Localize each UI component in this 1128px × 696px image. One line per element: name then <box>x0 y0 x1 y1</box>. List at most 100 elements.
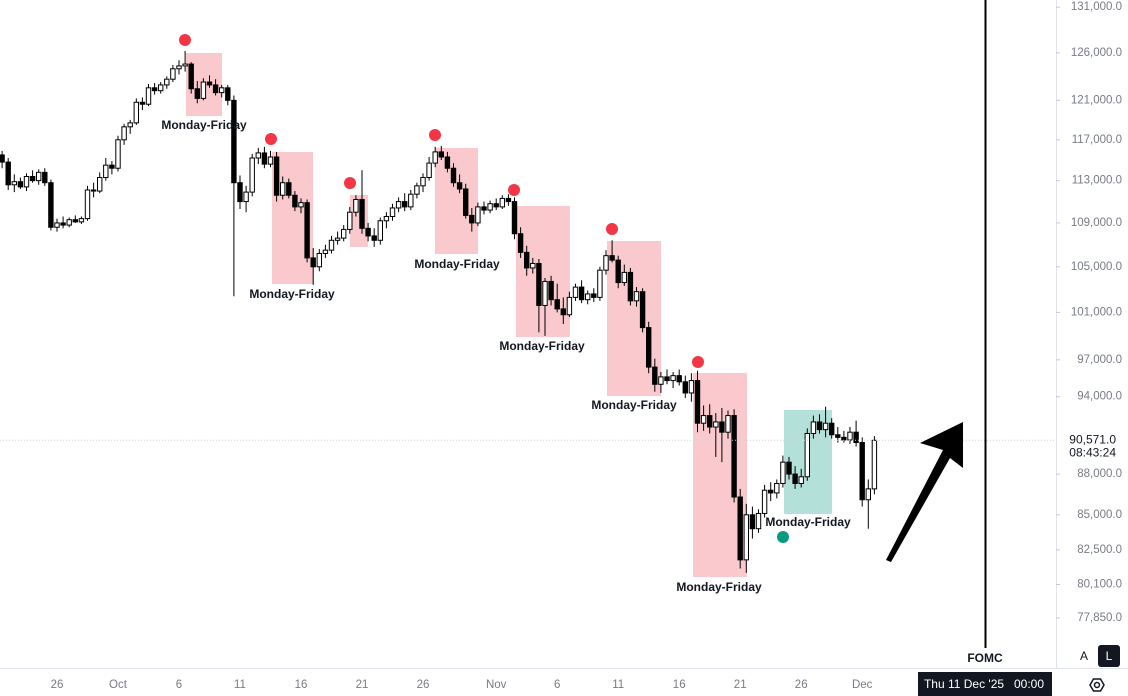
y-tick-label: 94,000.0 <box>1077 391 1122 403</box>
y-tick-label: 113,000.0 <box>1072 175 1122 187</box>
candle-body <box>639 291 646 329</box>
candle-body <box>810 421 817 434</box>
candle-body <box>798 476 804 484</box>
x-tick-label: Oct <box>109 679 128 691</box>
candle-body <box>23 175 30 188</box>
candle-body <box>90 189 97 192</box>
annotation-label: Monday-Friday <box>414 257 500 271</box>
candle-body <box>475 206 481 224</box>
price-axis: 131,000.0 126,000.0 121,000.0 117,000.0 113,… <box>1056 1 1122 624</box>
candle-body <box>298 202 304 208</box>
candle-body <box>633 291 640 302</box>
candle-body <box>487 203 493 211</box>
x-tick-label: 6 <box>176 679 182 691</box>
candle-body <box>365 227 371 237</box>
candle-body <box>29 175 36 182</box>
candle-body <box>316 252 323 268</box>
candle-body <box>749 514 756 530</box>
cursor-date-box <box>918 672 1052 696</box>
candle-body <box>359 198 365 229</box>
candle-body <box>84 189 91 220</box>
week-box <box>350 195 368 247</box>
candle-body <box>292 194 298 208</box>
candle-body <box>859 442 865 501</box>
candle-body <box>511 201 518 235</box>
signal-dot <box>606 223 618 235</box>
settings-button[interactable] <box>1089 678 1105 692</box>
candle-body <box>145 87 152 105</box>
candle-body <box>249 157 255 193</box>
candle-body <box>127 122 133 128</box>
candle-body <box>737 496 743 561</box>
signal-dot <box>777 531 789 543</box>
candle-body <box>456 182 463 190</box>
candle-body <box>481 206 487 211</box>
candle-body <box>646 327 652 368</box>
candle-body <box>713 421 719 428</box>
scale-button-bg[interactable] <box>1098 645 1120 667</box>
candle-body <box>383 215 390 222</box>
candle-body <box>542 280 548 306</box>
x-tick-label: 21 <box>734 679 747 691</box>
candle-body <box>170 68 176 80</box>
candle-body <box>255 152 262 159</box>
candle-body <box>829 422 835 436</box>
candle-body <box>151 87 158 92</box>
signal-dot <box>265 133 277 145</box>
candle-body <box>578 286 585 301</box>
candle-body <box>164 78 170 86</box>
x-tick-label: 16 <box>295 679 308 691</box>
candle-body <box>328 239 335 251</box>
candle-body <box>609 255 615 261</box>
settings-icon[interactable] <box>1093 681 1101 689</box>
candle-body <box>822 422 829 431</box>
candle-body <box>621 271 627 284</box>
candle-body <box>225 87 231 101</box>
candle-body <box>97 177 103 192</box>
annotation-label: Monday-Friday <box>765 515 851 529</box>
candle-body <box>591 293 597 298</box>
candle-body <box>816 421 823 431</box>
candle-body <box>353 198 359 213</box>
candle-body <box>200 81 207 99</box>
candle-body <box>652 366 658 385</box>
candle-body <box>682 381 688 394</box>
candle-body <box>219 87 225 94</box>
candle-body <box>548 280 554 301</box>
candle-body <box>341 228 347 239</box>
candle-body <box>792 473 798 484</box>
candle-body <box>420 177 426 187</box>
candle-body <box>560 308 566 316</box>
candle-body <box>48 182 54 228</box>
y-tick-label: 117,000.0 <box>1072 134 1122 146</box>
scale-button[interactable]: L <box>1106 649 1113 663</box>
annotation-label: Monday-Friday <box>676 580 762 594</box>
annotation-label: Monday-Friday <box>249 287 335 301</box>
candle-body <box>761 489 768 514</box>
candle-body <box>664 376 670 382</box>
candle-body <box>371 235 377 241</box>
candle-body <box>5 161 11 186</box>
candle-body <box>66 219 72 226</box>
candle-body <box>0 154 5 163</box>
candle-body <box>774 482 780 494</box>
signal-dot <box>344 177 356 189</box>
candle-body <box>444 156 451 169</box>
scale-button[interactable]: A <box>1080 649 1088 663</box>
candle-body <box>530 262 536 269</box>
annotation-label: Monday-Friday <box>499 339 585 353</box>
y-tick-label: 80,100.0 <box>1077 579 1122 591</box>
x-tick-label: 6 <box>554 679 560 691</box>
candle-body <box>139 101 146 105</box>
candle-body <box>78 218 85 223</box>
candle-body <box>847 431 853 441</box>
settings-icon[interactable] <box>1089 678 1105 692</box>
candle-body <box>841 436 847 441</box>
candle-body <box>273 156 280 196</box>
candle-body <box>603 255 609 271</box>
x-tick-label: Dec <box>852 679 873 691</box>
candle-body <box>231 99 237 184</box>
candle-body <box>402 201 408 208</box>
candle-body <box>158 84 164 92</box>
